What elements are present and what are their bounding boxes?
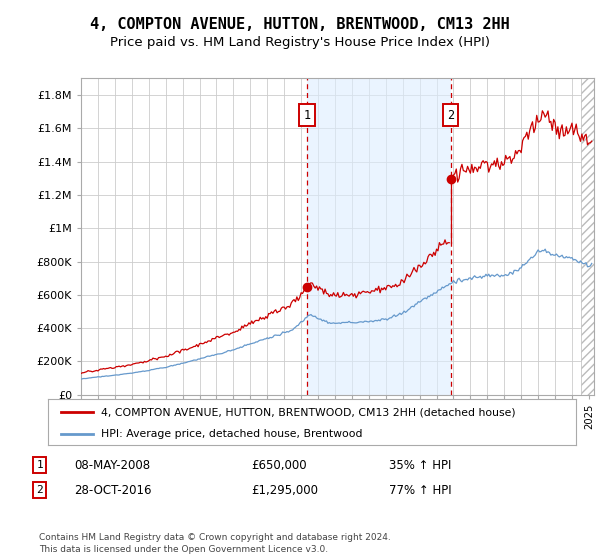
Text: £650,000: £650,000: [251, 459, 307, 472]
Text: Contains HM Land Registry data © Crown copyright and database right 2024.
This d: Contains HM Land Registry data © Crown c…: [39, 533, 391, 554]
Text: 28-OCT-2016: 28-OCT-2016: [74, 484, 152, 497]
Text: 4, COMPTON AVENUE, HUTTON, BRENTWOOD, CM13 2HH: 4, COMPTON AVENUE, HUTTON, BRENTWOOD, CM…: [90, 17, 510, 32]
Text: 1: 1: [37, 460, 43, 470]
Text: HPI: Average price, detached house, Brentwood: HPI: Average price, detached house, Bren…: [101, 429, 362, 438]
Bar: [581, 78, 594, 395]
Text: £1,295,000: £1,295,000: [251, 484, 318, 497]
Text: 2: 2: [37, 486, 43, 495]
Text: 2: 2: [447, 109, 454, 122]
Text: 77% ↑ HPI: 77% ↑ HPI: [389, 484, 451, 497]
Text: 35% ↑ HPI: 35% ↑ HPI: [389, 459, 451, 472]
Text: 1: 1: [304, 109, 311, 122]
Text: 08-MAY-2008: 08-MAY-2008: [74, 459, 150, 472]
Text: Price paid vs. HM Land Registry's House Price Index (HPI): Price paid vs. HM Land Registry's House …: [110, 36, 490, 49]
Bar: [307, 78, 451, 395]
Text: 4, COMPTON AVENUE, HUTTON, BRENTWOOD, CM13 2HH (detached house): 4, COMPTON AVENUE, HUTTON, BRENTWOOD, CM…: [101, 407, 515, 417]
